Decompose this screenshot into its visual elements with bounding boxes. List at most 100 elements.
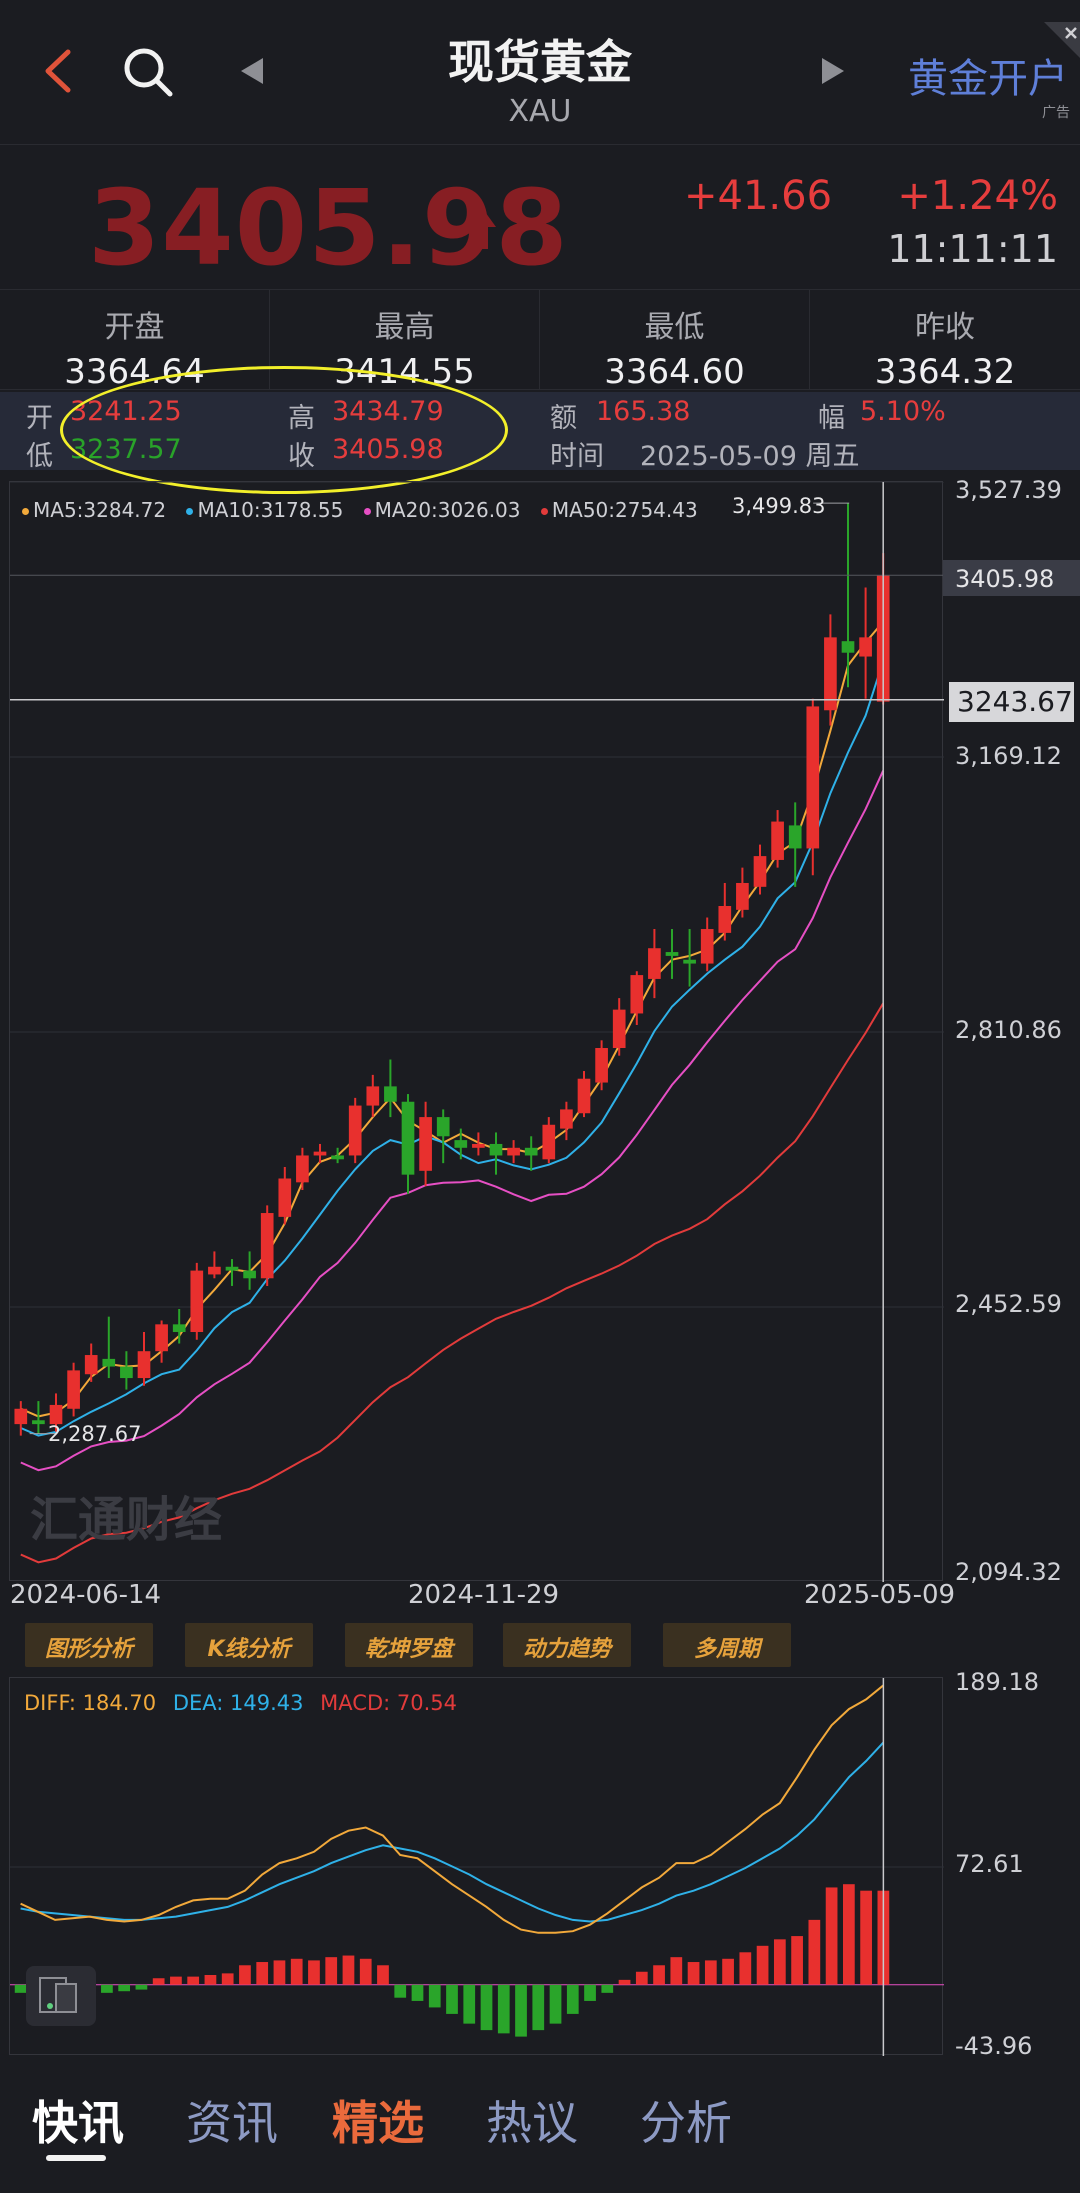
ma5-legend: MA5:3284.72: [22, 498, 166, 522]
momentum-trend-button[interactable]: 动力趋势: [503, 1623, 631, 1667]
fullscreen-icon[interactable]: [26, 1966, 96, 2026]
candle-body: [507, 1147, 520, 1156]
diff-legend: DIFF: 184.70: [24, 1691, 157, 1715]
macd-bar: [221, 1973, 234, 1985]
macd-bar: [152, 1978, 165, 1985]
tab-discussion[interactable]: 热议: [486, 2096, 578, 2150]
tab-news[interactable]: 资讯: [186, 2096, 278, 2150]
candle-body: [348, 1105, 362, 1156]
candle-body: [683, 959, 696, 964]
candle-body: [577, 1078, 591, 1114]
dea-legend: DEA: 149.43: [172, 1691, 304, 1715]
macd-svg: [10, 1678, 944, 2056]
ma20-line: [20, 770, 885, 1472]
candle-body: [489, 1143, 503, 1156]
candle-body: [841, 641, 855, 653]
candle-body: [401, 1101, 415, 1175]
min-price-label: 2,287.67: [48, 1422, 142, 1446]
candle-body: [560, 1109, 573, 1129]
candle-body: [472, 1143, 485, 1148]
macd-bar: [480, 1984, 493, 2031]
candle-body: [436, 1117, 450, 1137]
tab-analysis[interactable]: 分析: [640, 2096, 732, 2150]
macd-bar: [308, 1960, 320, 1985]
candle-body: [524, 1147, 538, 1156]
candle-body: [366, 1086, 380, 1106]
macd-bar: [842, 1884, 855, 1985]
candle-body: [137, 1351, 151, 1379]
macd-bar: [566, 1984, 579, 2014]
tab-flash-news[interactable]: 快讯: [32, 2096, 124, 2150]
stat-label: 昨收: [915, 310, 975, 345]
macd-y-label: 189.18: [955, 1668, 1039, 1696]
pattern-analysis-button[interactable]: 图形分析: [25, 1623, 153, 1667]
candle-body: [331, 1155, 344, 1160]
x-axis-label: 2024-11-29: [408, 1580, 560, 1610]
macd-bar: [273, 1960, 286, 1985]
close-icon[interactable]: [1044, 22, 1080, 58]
candle-body: [208, 1266, 221, 1275]
macd-bar: [411, 1984, 424, 2001]
candle-body: [32, 1420, 45, 1425]
stat-value: 3364.32: [874, 352, 1016, 392]
ad-open-account-link[interactable]: 黄金开户: [908, 56, 1068, 102]
prev-arrow-icon[interactable]: [241, 58, 263, 84]
candle-body: [67, 1370, 80, 1409]
up-arrow-icon: [468, 207, 498, 255]
time-label: 时间: [550, 441, 604, 472]
macd-bar: [791, 1936, 803, 1985]
candle-body: [102, 1358, 116, 1367]
macd-legend: DIFF: 184.70 DEA: 149.43 MACD: 70.54: [24, 1691, 457, 1715]
macd-bar: [722, 1958, 734, 1985]
candle-body: [243, 1270, 256, 1279]
candle-body: [225, 1266, 239, 1271]
candle-body: [736, 882, 749, 910]
ma20-legend: MA20:3026.03: [363, 498, 521, 522]
macd-bar: [670, 1957, 683, 1985]
macd-bar: [290, 1958, 303, 1985]
bottom-tab-bar: 快讯 资讯 精选 热议 分析: [0, 2065, 1080, 2193]
macd-bar: [584, 1984, 596, 2001]
kline-analysis-button[interactable]: K线分析: [185, 1623, 313, 1667]
candle-body: [454, 1140, 468, 1148]
macd-bar: [377, 1965, 389, 1985]
macd-bar: [808, 1919, 821, 1985]
candle-body: [313, 1151, 327, 1156]
candle-body: [84, 1355, 98, 1375]
ad-tag: 广告: [1042, 105, 1070, 121]
macd-bar: [101, 1984, 113, 1993]
candle-body: [296, 1155, 309, 1183]
tab-featured[interactable]: 精选: [332, 2096, 424, 2150]
macd-bar: [618, 1979, 631, 1985]
stat-label: 最低: [644, 310, 705, 345]
macd-bar: [515, 1984, 527, 2037]
candle-body: [14, 1408, 28, 1425]
candle-body: [753, 856, 767, 887]
back-icon[interactable]: [40, 48, 76, 94]
stat-value: 3364.60: [604, 352, 745, 392]
stat-low: 最低 3364.60: [540, 290, 810, 392]
search-icon[interactable]: [122, 46, 174, 98]
candlestick-chart[interactable]: [9, 481, 944, 1582]
macd-bar: [204, 1974, 217, 1985]
macd-bar: [687, 1962, 700, 1985]
macd-bar: [118, 1984, 131, 1992]
macd-bar: [359, 1958, 372, 1985]
macd-bar: [446, 1984, 458, 2014]
multi-period-button[interactable]: 多周期: [663, 1623, 791, 1667]
ma50-legend: MA50:2754.43: [540, 498, 698, 522]
macd-bar: [497, 1984, 510, 2034]
candle-body: [260, 1213, 274, 1279]
next-arrow-icon[interactable]: [822, 58, 844, 84]
ma50-line: [20, 1002, 885, 1564]
candle-body: [824, 637, 837, 711]
macd-chart[interactable]: [9, 1677, 944, 2056]
macd-bar: [428, 1984, 441, 2008]
candle-body: [49, 1404, 63, 1425]
macd-bar: [825, 1887, 838, 1985]
candle-body: [120, 1366, 133, 1379]
range-value: 5.10%: [860, 396, 946, 427]
candle-body: [700, 929, 714, 964]
candle-body: [190, 1270, 204, 1333]
compass-button[interactable]: 乾坤罗盘: [345, 1623, 473, 1667]
